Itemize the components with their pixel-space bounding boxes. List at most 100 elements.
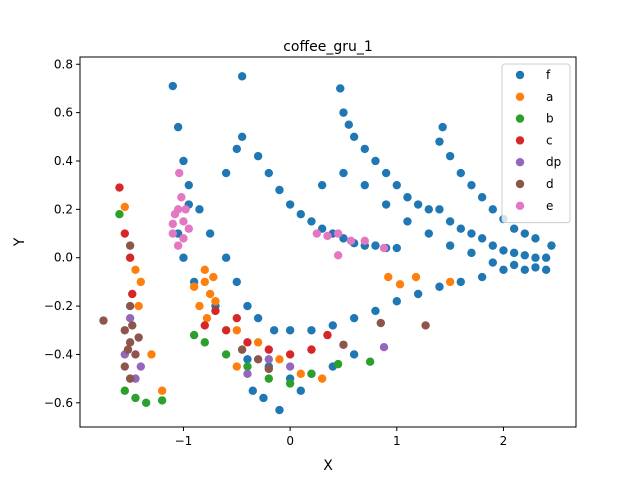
data-point bbox=[173, 241, 183, 250]
series-b bbox=[115, 209, 375, 408]
data-point bbox=[379, 342, 389, 352]
data-point bbox=[175, 168, 184, 178]
data-point bbox=[317, 224, 327, 233]
data-point bbox=[328, 321, 337, 330]
data-point bbox=[195, 301, 204, 311]
data-point bbox=[360, 236, 369, 245]
data-point bbox=[488, 241, 497, 250]
data-point bbox=[243, 301, 252, 311]
data-point bbox=[296, 369, 305, 378]
data-point bbox=[307, 217, 316, 226]
data-point bbox=[115, 209, 124, 219]
data-point bbox=[128, 321, 137, 330]
legend-marker bbox=[515, 92, 525, 102]
data-point bbox=[184, 224, 193, 233]
data-point bbox=[134, 301, 143, 311]
data-point bbox=[360, 180, 369, 190]
data-point bbox=[317, 374, 327, 383]
data-point bbox=[435, 137, 444, 146]
data-point bbox=[141, 398, 151, 408]
data-point bbox=[333, 229, 343, 238]
data-point bbox=[307, 326, 316, 335]
data-point bbox=[339, 168, 348, 178]
data-point bbox=[170, 209, 180, 219]
data-point bbox=[157, 396, 167, 405]
data-point bbox=[125, 374, 135, 383]
data-point bbox=[467, 229, 476, 238]
data-point bbox=[379, 243, 389, 253]
data-point bbox=[205, 229, 215, 238]
legend-label: dp bbox=[546, 155, 561, 169]
data-point bbox=[509, 260, 519, 270]
data-point bbox=[435, 282, 444, 291]
data-point bbox=[264, 345, 273, 354]
data-point bbox=[360, 144, 369, 154]
data-point bbox=[541, 265, 551, 275]
data-point bbox=[211, 306, 220, 316]
data-point bbox=[520, 265, 529, 275]
axes-frame bbox=[79, 56, 577, 428]
data-point bbox=[371, 156, 380, 166]
data-point bbox=[424, 229, 433, 238]
data-point bbox=[264, 374, 273, 383]
data-point bbox=[421, 321, 430, 330]
data-point bbox=[349, 313, 359, 323]
data-point bbox=[120, 362, 129, 371]
data-point bbox=[253, 355, 263, 364]
data-point bbox=[237, 345, 247, 354]
data-point bbox=[531, 234, 540, 243]
data-point bbox=[248, 386, 257, 395]
legend-marker bbox=[515, 136, 525, 145]
data-point bbox=[253, 338, 263, 347]
data-point bbox=[413, 289, 423, 299]
data-point bbox=[237, 132, 247, 142]
data-point bbox=[157, 386, 167, 395]
data-point bbox=[189, 282, 199, 291]
data-point bbox=[125, 313, 135, 323]
data-point bbox=[349, 132, 359, 142]
data-point bbox=[128, 289, 137, 299]
data-point bbox=[269, 326, 279, 335]
data-point bbox=[477, 272, 487, 282]
data-point bbox=[168, 229, 177, 238]
data-point bbox=[333, 359, 343, 369]
y-tick-label: 0.2 bbox=[54, 202, 73, 216]
data-point bbox=[131, 393, 140, 403]
data-point bbox=[349, 350, 359, 359]
y-tick-label: 0.0 bbox=[54, 251, 73, 265]
data-point bbox=[488, 258, 497, 267]
data-point bbox=[195, 205, 204, 214]
data-point bbox=[285, 326, 295, 335]
data-point bbox=[413, 200, 423, 209]
legend-label: b bbox=[546, 112, 554, 126]
data-point bbox=[403, 217, 412, 226]
data-point bbox=[99, 316, 108, 325]
data-point bbox=[200, 265, 209, 275]
data-point bbox=[264, 364, 273, 374]
series-e bbox=[168, 168, 389, 260]
x-tick-label: 1 bbox=[393, 434, 401, 448]
data-point bbox=[531, 253, 540, 262]
data-point bbox=[181, 205, 190, 214]
data-point bbox=[275, 185, 284, 195]
series-d bbox=[99, 241, 430, 383]
data-point bbox=[307, 369, 316, 378]
data-point bbox=[243, 362, 252, 371]
data-point bbox=[467, 248, 476, 258]
data-point bbox=[384, 272, 393, 282]
data-point bbox=[547, 241, 556, 250]
data-point bbox=[520, 229, 529, 238]
data-point bbox=[168, 219, 177, 229]
data-point bbox=[221, 350, 231, 359]
axis-ticks: −1 0 1 2 −0.6 −0.4 −0.2 0.0 0.2 0.4 0.6 0.8 bbox=[44, 57, 507, 448]
data-point bbox=[520, 251, 529, 260]
data-point bbox=[253, 151, 263, 161]
legend-label: d bbox=[546, 177, 554, 191]
data-point bbox=[403, 193, 412, 202]
data-point bbox=[232, 277, 241, 287]
data-point bbox=[346, 236, 356, 245]
data-point bbox=[499, 265, 508, 275]
data-point bbox=[488, 205, 497, 214]
data-point bbox=[336, 84, 345, 93]
data-point bbox=[445, 277, 455, 287]
